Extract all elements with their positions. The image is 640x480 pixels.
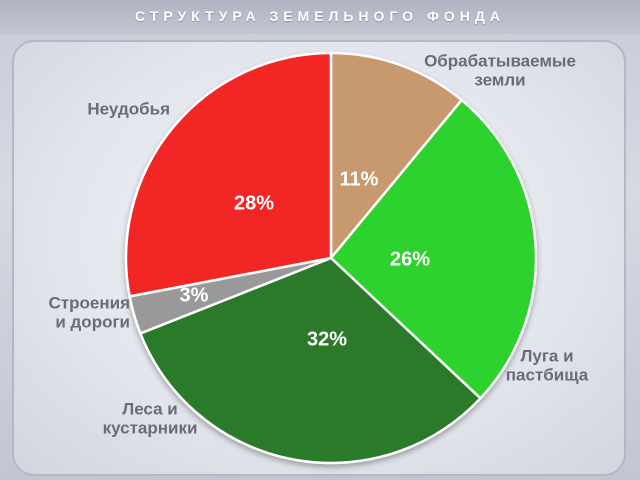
slice-value-label-3: 32% [307,328,347,350]
pie-slice-2 [329,98,538,400]
pie-slices [124,51,538,465]
slice-category-label-4: Строения [49,293,130,312]
title-bar [0,0,640,34]
slice-value-label-1: 11% [340,168,379,190]
slice-category-label-1: Обрабатываемые [424,51,576,70]
slice-value-label-5: 28% [234,192,274,214]
slice-category-label-3: Леса и [122,399,177,418]
pie-slice-3 [139,256,482,465]
slice-category-label-2: пастбища [506,365,589,384]
slice-value-label-2: 26% [390,248,430,270]
chart-title: СТРУКТУРА ЗЕМЕЛЬНОГО ФОНДА [135,8,505,24]
slice-category-label-5: Неудобья [87,99,170,118]
slice-category-label-4: и дороги [55,312,130,331]
value-labels: 11% 26% 32% 3% 28% [180,168,431,350]
slice-value-label-4: 3% [180,284,209,306]
pie-slice-1 [329,51,463,260]
slice-category-label-1: земли [474,70,525,89]
slice-category-label-2: Луга и [520,346,573,365]
pie-slice-5 [124,51,333,298]
slice-category-label-3: кустарники [103,418,198,437]
